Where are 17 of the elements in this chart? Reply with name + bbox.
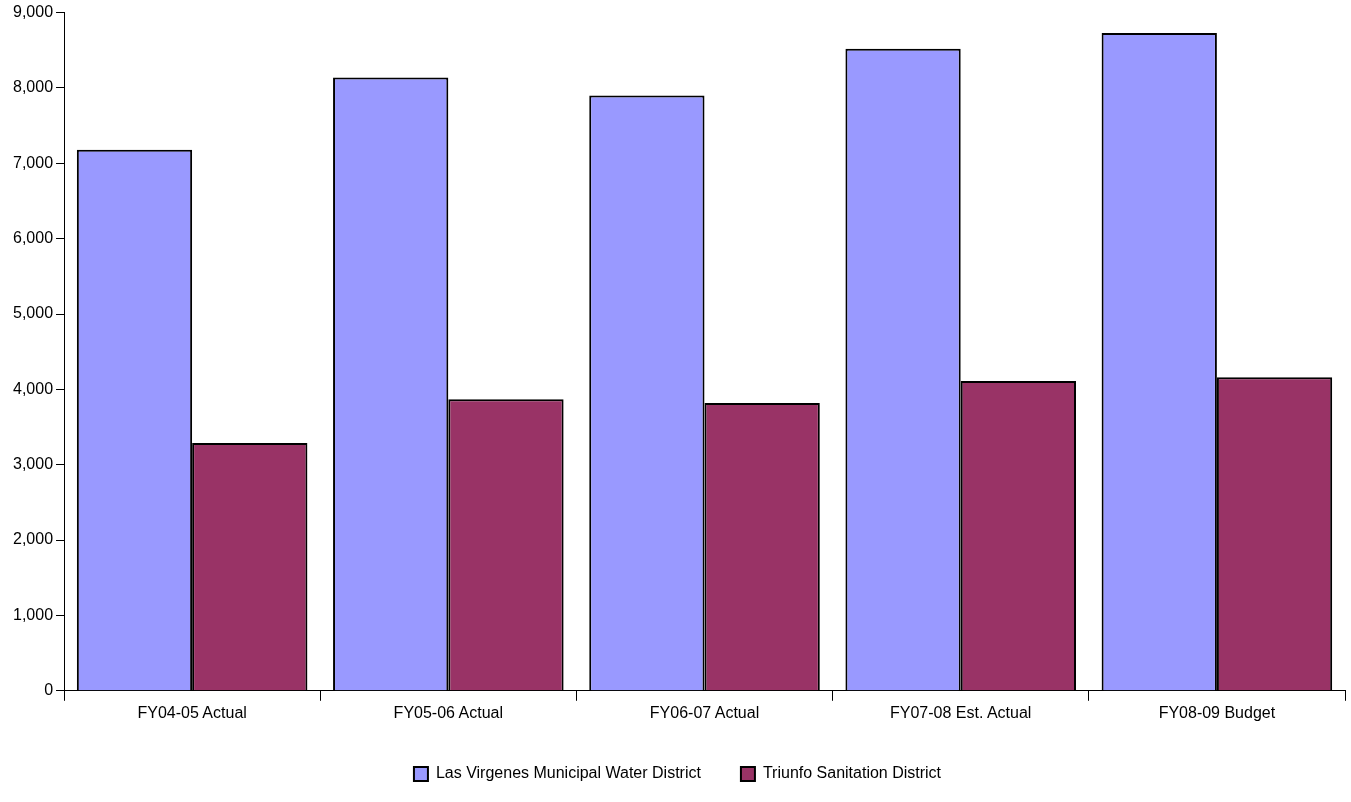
y-tick-label: 4,000 — [12, 379, 54, 397]
y-tick-label: 9,000 — [12, 3, 54, 21]
x-tick-label: FY07-08 Est. Actual — [890, 703, 1032, 721]
y-tick-label: 8,000 — [12, 78, 54, 96]
x-tick-label: FY08-09 Budget — [1158, 703, 1276, 721]
y-tick-label: 6,000 — [12, 229, 54, 247]
legend-label: Triunfo Sanitation District — [762, 764, 942, 782]
legend-label: Las Virgenes Municipal Water District — [435, 764, 702, 782]
y-tick-label: 2,000 — [12, 530, 54, 548]
y-tick-label: 3,000 — [12, 455, 54, 473]
y-tick-label: 0 — [44, 681, 54, 699]
x-tick-label: FY05-06 Actual — [393, 703, 504, 721]
x-tick-label: FY06-07 Actual — [649, 703, 760, 721]
y-tick-label: 7,000 — [12, 153, 54, 171]
y-tick-label: 5,000 — [12, 304, 54, 322]
y-tick-label: 1,000 — [12, 605, 54, 623]
x-tick-label: FY04-05 Actual — [137, 703, 247, 721]
